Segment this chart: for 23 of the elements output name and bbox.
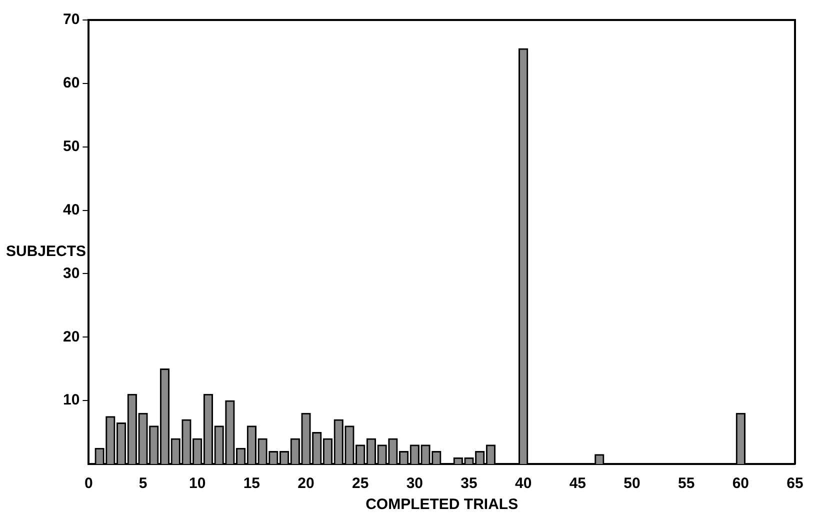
x-tick-label: 55	[678, 475, 695, 492]
y-tick-label: 50	[62, 138, 80, 155]
y-tick-label: 30	[62, 264, 80, 282]
y-axis-title: SUBJECTS	[6, 243, 86, 260]
x-tick-label: 5	[138, 475, 148, 492]
y-tick-label: 10	[62, 392, 80, 409]
x-tick-label: 65	[786, 475, 804, 492]
x-axis-title: COMPLETED TRIALS	[366, 496, 518, 514]
x-tick-label: 45	[569, 475, 586, 492]
x-tick-label: 50	[624, 475, 640, 492]
x-tick-label: 35	[460, 475, 478, 492]
x-tick-label: 15	[243, 475, 260, 492]
x-tick-label: 10	[189, 475, 206, 492]
x-tick-label: 25	[352, 475, 369, 492]
x-tick-label: 40	[514, 475, 532, 492]
y-tick-label: 70	[62, 11, 80, 28]
x-tick-label: 0	[84, 475, 93, 492]
x-tick-label: 20	[298, 475, 314, 492]
x-tick-label: 60	[732, 475, 750, 492]
y-tick-label: 60	[62, 74, 80, 92]
y-tick-label: 20	[62, 328, 80, 346]
y-tick-label: 40	[62, 201, 80, 218]
x-tick-label: 30	[406, 475, 424, 492]
